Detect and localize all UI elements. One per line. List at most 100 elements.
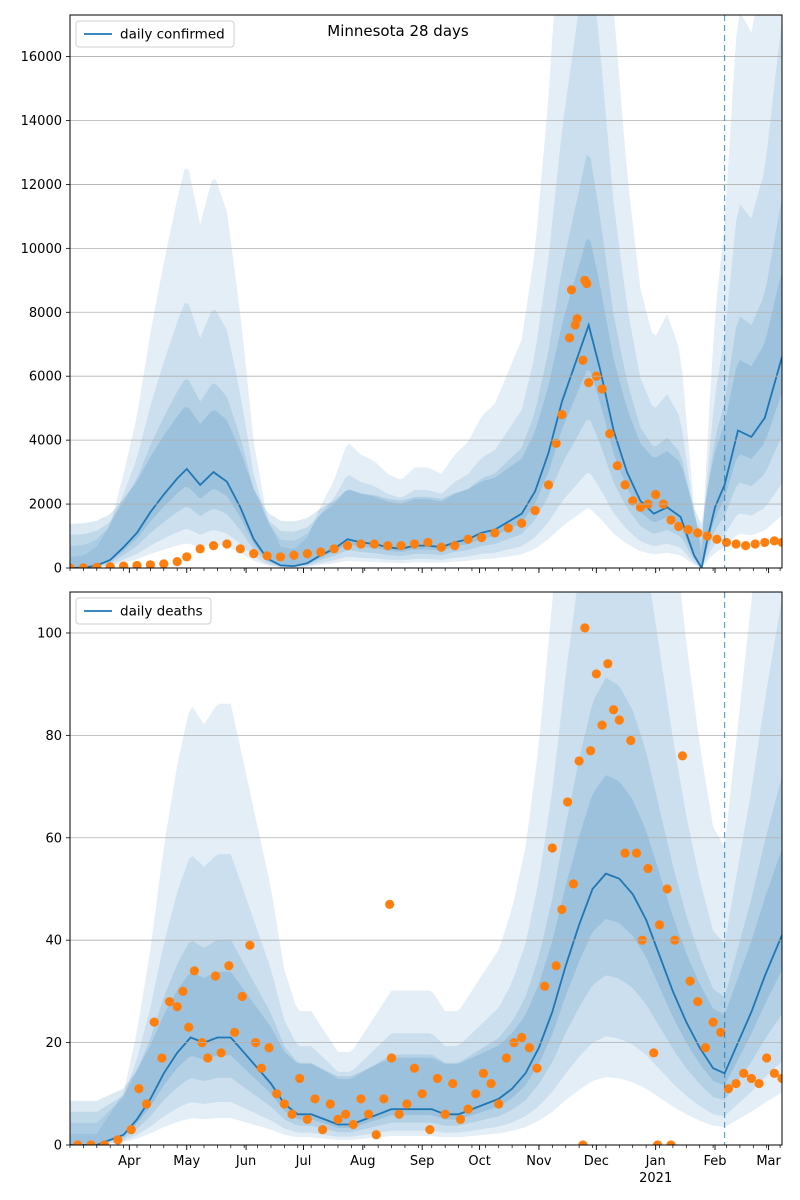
confirmed-observed-point bbox=[275, 552, 286, 562]
confirmed-observed-point bbox=[436, 542, 446, 552]
xtick-label-sep: Sep bbox=[410, 1154, 435, 1169]
deaths-observed-point bbox=[203, 1053, 213, 1063]
confirmed-observed-point bbox=[582, 278, 592, 289]
confirmed-observed-point bbox=[503, 523, 513, 533]
deaths-observed-point bbox=[318, 1125, 328, 1135]
xtick-label-oct: Oct bbox=[468, 1154, 490, 1169]
confirmed-observed-point bbox=[584, 378, 594, 388]
confirmed-observed-point bbox=[396, 541, 406, 551]
confirmed-observed-point bbox=[605, 429, 615, 439]
deaths-observed-point bbox=[568, 879, 578, 889]
confirmed-uncertainty-band bbox=[70, 238, 782, 568]
deaths-observed-point bbox=[654, 920, 665, 930]
deaths-observed-point bbox=[574, 756, 584, 766]
confirmed-observed-point bbox=[145, 560, 155, 568]
deaths-observed-point bbox=[448, 1078, 458, 1089]
confirmed-model-line bbox=[70, 321, 782, 568]
confirmed-observed-point bbox=[572, 314, 582, 324]
deaths-observed-point bbox=[402, 1099, 412, 1109]
deaths-observed-point bbox=[99, 1140, 110, 1145]
confirmed-observed-point bbox=[78, 563, 88, 568]
confirmed-observed-point bbox=[369, 539, 379, 549]
deaths-observed-point bbox=[157, 1053, 167, 1063]
deaths-observed-point bbox=[540, 981, 550, 991]
deaths-observed-point bbox=[455, 1114, 466, 1124]
confirmed-observed-point bbox=[409, 539, 420, 549]
deaths-observed-point bbox=[341, 1109, 351, 1119]
confirmed-legend-box bbox=[75, 20, 235, 48]
deaths-observed-point bbox=[716, 1027, 726, 1037]
deaths-observed-point bbox=[172, 1002, 182, 1012]
deaths-observed-point bbox=[494, 1099, 504, 1109]
confirmed-observed-point bbox=[612, 461, 622, 471]
deaths-ytick-label: 60 bbox=[45, 831, 62, 846]
confirmed-observed-point bbox=[342, 541, 353, 551]
confirmed-ytick-label: 10000 bbox=[21, 242, 62, 257]
deaths-observed-point bbox=[134, 1084, 144, 1094]
confirmed-observed-point bbox=[356, 539, 366, 549]
confirmed-ytick-label: 16000 bbox=[21, 50, 62, 65]
confirmed-legend: daily confirmed bbox=[75, 20, 235, 48]
xtick-label-feb: Feb bbox=[703, 1154, 726, 1169]
confirmed-observed-point bbox=[490, 528, 500, 538]
deaths-observed-point bbox=[348, 1119, 358, 1130]
deaths-observed-point bbox=[371, 1130, 381, 1140]
deaths-uncertainty-band bbox=[70, 592, 782, 1145]
confirmed-observed-point bbox=[578, 355, 588, 365]
confirmed-observed-point bbox=[118, 561, 129, 568]
deaths-observed-point bbox=[603, 659, 613, 669]
confirmed-observed-point bbox=[683, 525, 693, 535]
xtick-label-nov: Nov bbox=[526, 1154, 552, 1169]
confirmed-observed-point bbox=[289, 550, 299, 560]
deaths-legend: daily deaths bbox=[75, 597, 212, 625]
confirmed-observed-point bbox=[750, 539, 760, 549]
deaths-observed-point bbox=[325, 1099, 335, 1109]
deaths-observed-point bbox=[425, 1125, 435, 1135]
confirmed-observed-point bbox=[651, 489, 661, 500]
confirmed-observed-point bbox=[741, 541, 751, 551]
deaths-observed-point bbox=[149, 1017, 159, 1027]
confirmed-observed-point bbox=[172, 557, 182, 567]
confirmed-observed-point bbox=[517, 518, 527, 528]
deaths-observed-point bbox=[478, 1068, 489, 1078]
confirmed-observed-point bbox=[159, 559, 169, 568]
confirmed-observed-point bbox=[383, 541, 393, 551]
deaths-observed-point bbox=[409, 1063, 420, 1073]
deaths-observed-point bbox=[126, 1125, 136, 1135]
confirmed-axes-frame bbox=[69, 14, 783, 569]
deaths-observed-point bbox=[524, 1043, 534, 1053]
deaths-observed-point bbox=[547, 843, 557, 853]
deaths-observed-point bbox=[652, 1140, 663, 1145]
confirmed-observed-point bbox=[423, 537, 433, 548]
confirmed-ytick-label: 0 bbox=[54, 562, 62, 577]
deaths-observed-point bbox=[532, 1063, 542, 1073]
deaths-observed-point bbox=[463, 1104, 473, 1114]
confirmed-observed-point bbox=[674, 521, 684, 532]
deaths-observed-point bbox=[333, 1114, 343, 1124]
deaths-observed-point bbox=[754, 1078, 764, 1089]
confirmed-observed-point bbox=[693, 528, 703, 538]
deaths-observed-point bbox=[677, 751, 688, 761]
xtick-label-jan: Jan bbox=[645, 1154, 666, 1169]
deaths-ytick-label: 40 bbox=[45, 934, 62, 949]
confirmed-observed-point bbox=[597, 384, 607, 394]
deaths-uncertainty-band bbox=[70, 592, 782, 1145]
deaths-observed-point bbox=[272, 1089, 282, 1099]
confirmed-observed-point bbox=[635, 502, 645, 512]
confirmed-observed-point bbox=[769, 536, 779, 546]
deaths-observed-point bbox=[580, 623, 590, 633]
confirmed-observed-point bbox=[564, 333, 575, 343]
deaths-observed-point bbox=[224, 961, 234, 971]
deaths-observed-point bbox=[631, 848, 642, 858]
deaths-observed-point bbox=[685, 976, 695, 986]
deaths-observed-point bbox=[563, 797, 573, 807]
deaths-observed-point bbox=[113, 1135, 123, 1145]
deaths-legend-label: daily deaths bbox=[120, 604, 203, 620]
deaths-observed-point bbox=[746, 1073, 756, 1084]
confirmed-ytick-label: 8000 bbox=[29, 306, 62, 321]
deaths-uncertainty-band bbox=[70, 775, 782, 1145]
deaths-observed-point bbox=[708, 1017, 718, 1027]
confirmed-observed-point bbox=[235, 544, 245, 554]
xtick-label-jun: Jun bbox=[235, 1154, 256, 1169]
deaths-observed-point bbox=[649, 1048, 659, 1058]
